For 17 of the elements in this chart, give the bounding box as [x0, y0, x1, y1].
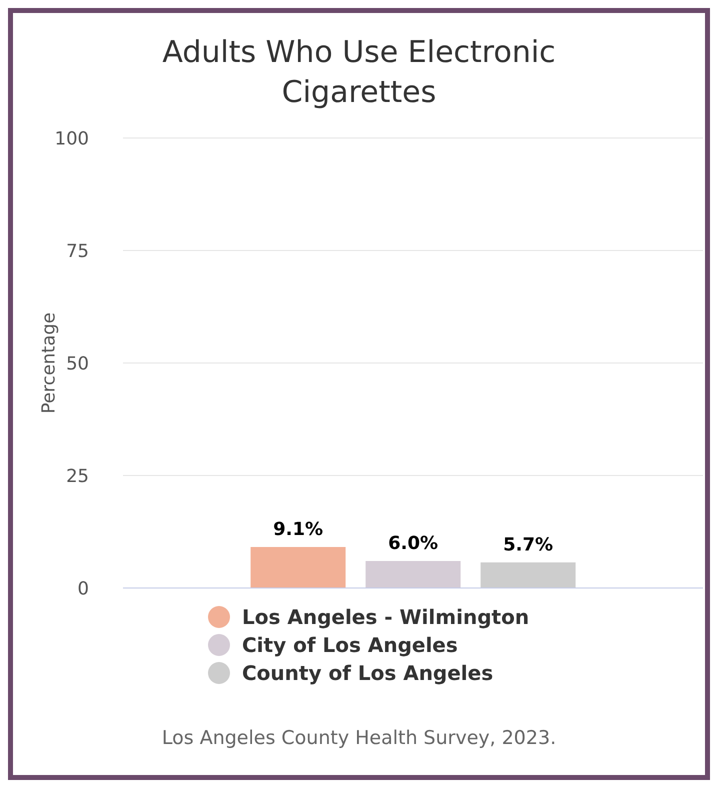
data-label: 6.0% — [388, 533, 438, 554]
bar — [480, 562, 576, 588]
legend-label: County of Los Angeles — [242, 660, 494, 687]
text: Los Angeles County Health Survey, 2023. — [160, 727, 558, 749]
y-tick-label: 100 — [54, 128, 89, 150]
y-tick-label: 75 — [66, 240, 89, 262]
legend-label: Los Angeles - Wilmington — [242, 604, 530, 631]
bar — [366, 561, 461, 588]
y-tick-label: 50 — [66, 353, 89, 374]
y-tick-label: 0 — [78, 578, 89, 600]
chart-title: Adults Who Use Electronic Cigarettes — [161, 34, 557, 112]
data-label: 9.1% — [273, 519, 324, 540]
y-tick-label: 25 — [66, 466, 89, 487]
y-axis-title: Percentage — [38, 312, 60, 414]
legend-label: City of Los Angeles — [242, 632, 458, 659]
bar — [250, 547, 346, 588]
data-label: 5.7% — [503, 534, 554, 556]
